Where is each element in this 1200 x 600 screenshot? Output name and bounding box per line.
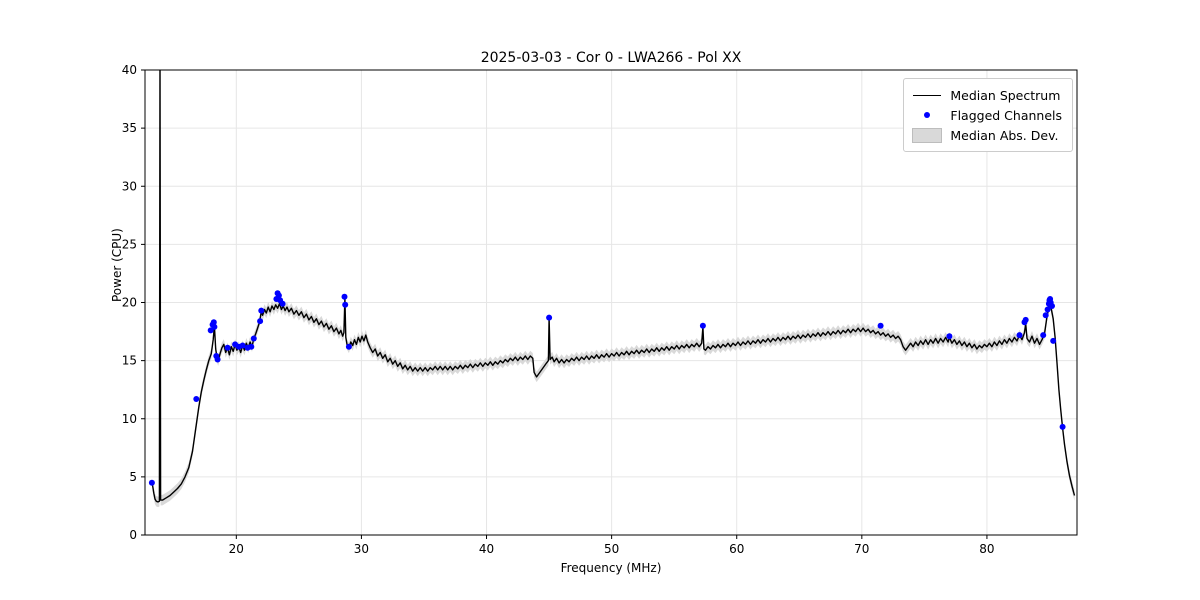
y-tick-label: 20 (122, 296, 137, 310)
legend-label: Median Spectrum (950, 87, 1061, 103)
x-tick-label: 70 (854, 542, 869, 556)
flagged-point (211, 323, 218, 330)
median-line-icon (912, 94, 942, 96)
flagged-point (275, 292, 282, 299)
flagged-point (345, 343, 352, 350)
legend: Median Spectrum Flagged Channels Median … (903, 78, 1073, 152)
flagged-point (342, 301, 349, 308)
flagged-point (148, 479, 155, 486)
legend-item-flagged-channels: Flagged Channels (912, 105, 1062, 125)
flagged-point (699, 322, 706, 329)
flagged-point (1016, 332, 1023, 339)
x-axis-label: Frequency (MHz) (560, 561, 662, 575)
flagged-point (1040, 332, 1047, 339)
x-tick-label: 40 (479, 542, 494, 556)
y-tick-label: 5 (129, 470, 137, 484)
flagged-point (877, 322, 884, 329)
y-tick-label: 10 (122, 412, 137, 426)
median-spectrum-line (151, 70, 1076, 503)
x-tick-label: 80 (979, 542, 994, 556)
mad-patch-icon (912, 127, 943, 143)
flagged-point (1042, 312, 1049, 319)
flagged-point (250, 335, 257, 342)
x-tick-label: 30 (354, 542, 369, 556)
flagged-point (224, 344, 231, 351)
flagged-point (257, 318, 264, 325)
legend-label: Median Abs. Dev. (950, 127, 1059, 143)
flagged-point (1022, 316, 1029, 323)
y-tick-label: 35 (122, 121, 137, 135)
flagged-point (193, 396, 200, 402)
x-tick-label: 50 (604, 542, 619, 556)
y-tick-label: 30 (122, 179, 137, 193)
y-tick-label: 0 (129, 528, 137, 542)
y-tick-label: 15 (122, 354, 137, 368)
flagged-point (946, 333, 953, 340)
flagged-dot-icon (912, 112, 942, 118)
x-tick-label: 60 (729, 542, 744, 556)
x-tick-label: 20 (229, 542, 244, 556)
flagged-point (1059, 423, 1066, 430)
flagged-point (279, 300, 286, 307)
flagged-point (210, 319, 217, 326)
flagged-point (1050, 337, 1057, 344)
legend-item-median-abs-dev: Median Abs. Dev. (912, 125, 1062, 145)
legend-item-median-spectrum: Median Spectrum (912, 85, 1062, 105)
y-tick-label: 40 (122, 63, 137, 77)
flagged-point (1049, 303, 1055, 309)
flagged-point (258, 307, 265, 314)
legend-label: Flagged Channels (950, 107, 1062, 123)
flagged-point (248, 343, 255, 350)
y-tick-label: 25 (122, 237, 137, 251)
flagged-point (239, 342, 246, 349)
flagged-point (1044, 306, 1051, 313)
flagged-point (341, 293, 348, 300)
chart-title: 2025-03-03 - Cor 0 - LWA266 - Pol XX (480, 50, 742, 66)
flagged-point (214, 356, 221, 363)
flagged-point (546, 314, 553, 321)
